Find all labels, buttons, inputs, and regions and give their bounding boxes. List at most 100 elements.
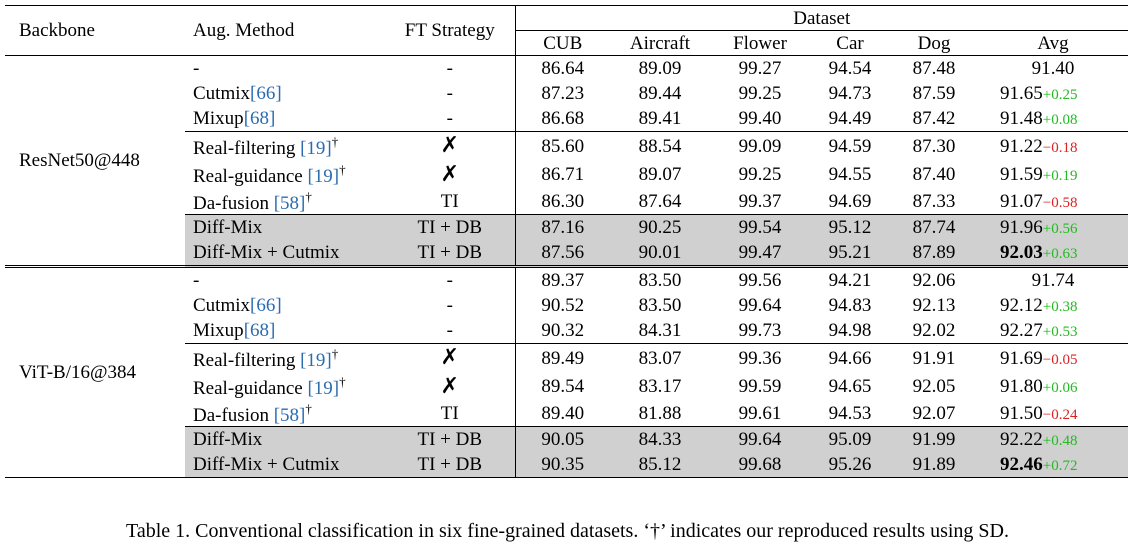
dagger-mark: †	[305, 401, 312, 416]
value-dog: 92.05	[912, 376, 956, 398]
header-ft-strategy: FT Strategy	[404, 20, 495, 41]
ft-strategy-cell: TI	[440, 403, 459, 424]
aug-method-cell: Real-guidance [19]†	[185, 161, 385, 190]
dagger-mark: †	[331, 345, 339, 361]
value-dog: 87.74	[890, 214, 978, 240]
citation-link[interactable]: [68]	[243, 108, 276, 129]
aug-method-cell: Diff-Mix	[185, 426, 385, 452]
header-col-dog: Dog	[917, 32, 951, 54]
avg-delta: +0.08	[1042, 112, 1078, 128]
value-aircraft: 90.25	[610, 214, 710, 240]
avg-value: 92.27	[1000, 320, 1043, 341]
value-flower: 99.25	[738, 164, 782, 186]
avg-cell: 91.65+0.25	[978, 81, 1128, 106]
citation-link[interactable]: [19]	[300, 349, 332, 371]
value-cub: 86.68	[514, 106, 610, 132]
dagger-mark: †	[305, 189, 312, 204]
table-row: Diff-Mix + Cutmix TI + DB 87.56 90.01 99.47 9…	[5, 240, 1129, 267]
value-cub: 85.60	[514, 131, 610, 161]
value-cub: 87.56	[514, 240, 610, 267]
citation-link[interactable]: [19]	[307, 166, 340, 188]
method-name: Mixup	[193, 108, 244, 129]
cross-icon: ✗	[385, 131, 515, 161]
method-name: Da-fusion	[193, 405, 274, 426]
value-aircraft: 87.64	[638, 191, 682, 212]
value-cub: 86.30	[514, 189, 610, 215]
value-car: 94.66	[810, 343, 890, 373]
method-name: Real-filtering	[193, 349, 301, 371]
value-flower: 99.25	[738, 83, 782, 104]
value-aircraft: 83.17	[638, 376, 682, 398]
header-row-2: CUB Aircraft Flower Car Dog Avg	[5, 30, 1128, 56]
citation-link[interactable]: [66]	[250, 295, 282, 316]
value-aircraft: 88.54	[610, 131, 710, 161]
avg-value: 91.65	[1000, 83, 1043, 104]
citation-link[interactable]: [58]	[273, 193, 306, 214]
aug-method-cell: -	[185, 265, 385, 293]
avg-delta: +0.56	[1042, 221, 1078, 237]
aug-method-cell: Real-guidance [19]†	[185, 373, 385, 402]
avg-cell: 91.07−0.58	[978, 189, 1128, 215]
value-aircraft: 84.33	[610, 426, 710, 452]
value-dog: 87.89	[890, 240, 978, 267]
method-name: Da-fusion	[193, 193, 274, 214]
table-row: Cutmix[66] - 87.23 89.44 99.25 94.73 87.59 91.6…	[5, 81, 1128, 106]
value-flower: 99.56	[710, 265, 810, 293]
avg-value: 92.03	[1000, 242, 1043, 263]
citation-link[interactable]: [19]	[307, 378, 340, 400]
table-row: Diff-Mix TI + DB 87.16 90.25 99.54 95.12 87.74…	[5, 214, 1129, 240]
citation-link[interactable]: [58]	[273, 405, 306, 426]
method-name: Cutmix	[193, 295, 251, 316]
avg-delta: +0.38	[1042, 299, 1078, 315]
header-col-avg: Avg	[1037, 32, 1069, 54]
table-row: Real-guidance [19]† ✗ 89.54 83.17 99.59 94.65…	[5, 372, 1128, 402]
value-car: 94.83	[828, 295, 872, 316]
value-cub: 90.35	[514, 452, 610, 478]
aug-method-cell: Cutmix[66]	[185, 293, 385, 318]
value-flower: 99.37	[738, 191, 782, 212]
value-dog: 92.07	[912, 403, 956, 424]
value-cub: 89.37	[514, 265, 610, 293]
value-cub: 86.71	[514, 160, 610, 189]
avg-delta: −0.05	[1042, 351, 1078, 368]
citation-link[interactable]: [66]	[250, 83, 282, 104]
ft-strategy-cell: TI + DB	[385, 452, 515, 478]
value-flower: 99.54	[710, 214, 810, 240]
avg-cell: 92.22+0.48	[978, 426, 1129, 452]
value-aircraft: 83.07	[610, 343, 710, 373]
value-car: 94.69	[828, 191, 872, 212]
avg-delta: +0.53	[1042, 324, 1078, 340]
avg-cell: 92.27+0.53	[978, 318, 1128, 344]
value-aircraft: 89.09	[610, 55, 710, 81]
value-flower: 99.61	[738, 403, 782, 424]
method-name: -	[193, 270, 200, 291]
method-name: Diff-Mix + Cutmix	[193, 242, 340, 263]
ft-strategy-cell: -	[446, 83, 453, 104]
table-row: Diff-Mix TI + DB 90.05 84.33 99.64 95.09 91.99…	[5, 426, 1129, 452]
value-aircraft: 83.50	[638, 295, 682, 316]
value-aircraft: 85.12	[610, 452, 710, 478]
value-aircraft: 89.41	[638, 108, 682, 129]
value-dog: 92.13	[912, 295, 956, 316]
avg-value: 91.80	[1000, 376, 1043, 398]
ft-strategy-cell: TI	[440, 191, 459, 212]
value-car: 95.12	[810, 214, 890, 240]
method-name: Real-guidance	[193, 166, 308, 188]
dagger-mark: †	[331, 133, 339, 149]
value-car: 94.59	[810, 131, 890, 161]
avg-value: 92.12	[1000, 295, 1043, 316]
avg-value: 91.40	[1031, 58, 1075, 79]
ft-strategy-cell: -	[446, 320, 453, 341]
header-col-car: Car	[836, 32, 864, 54]
avg-delta: +0.25	[1042, 87, 1078, 103]
aug-method-cell: Mixup[68]	[185, 318, 385, 344]
value-aircraft: 83.50	[610, 265, 710, 293]
table-row: Real-filtering [19]† ✗ 85.60 88.54 99.09 94.5…	[5, 131, 1129, 161]
citation-link[interactable]: [68]	[243, 320, 276, 341]
value-dog: 91.91	[890, 343, 978, 373]
value-flower: 99.36	[710, 343, 810, 373]
citation-link[interactable]: [19]	[300, 137, 332, 159]
table-row: Da-fusion [58]† TI 86.30 87.64 99.37 94.69 87.…	[5, 189, 1128, 215]
value-cub: 90.05	[514, 426, 610, 452]
avg-delta: +0.63	[1042, 246, 1078, 262]
